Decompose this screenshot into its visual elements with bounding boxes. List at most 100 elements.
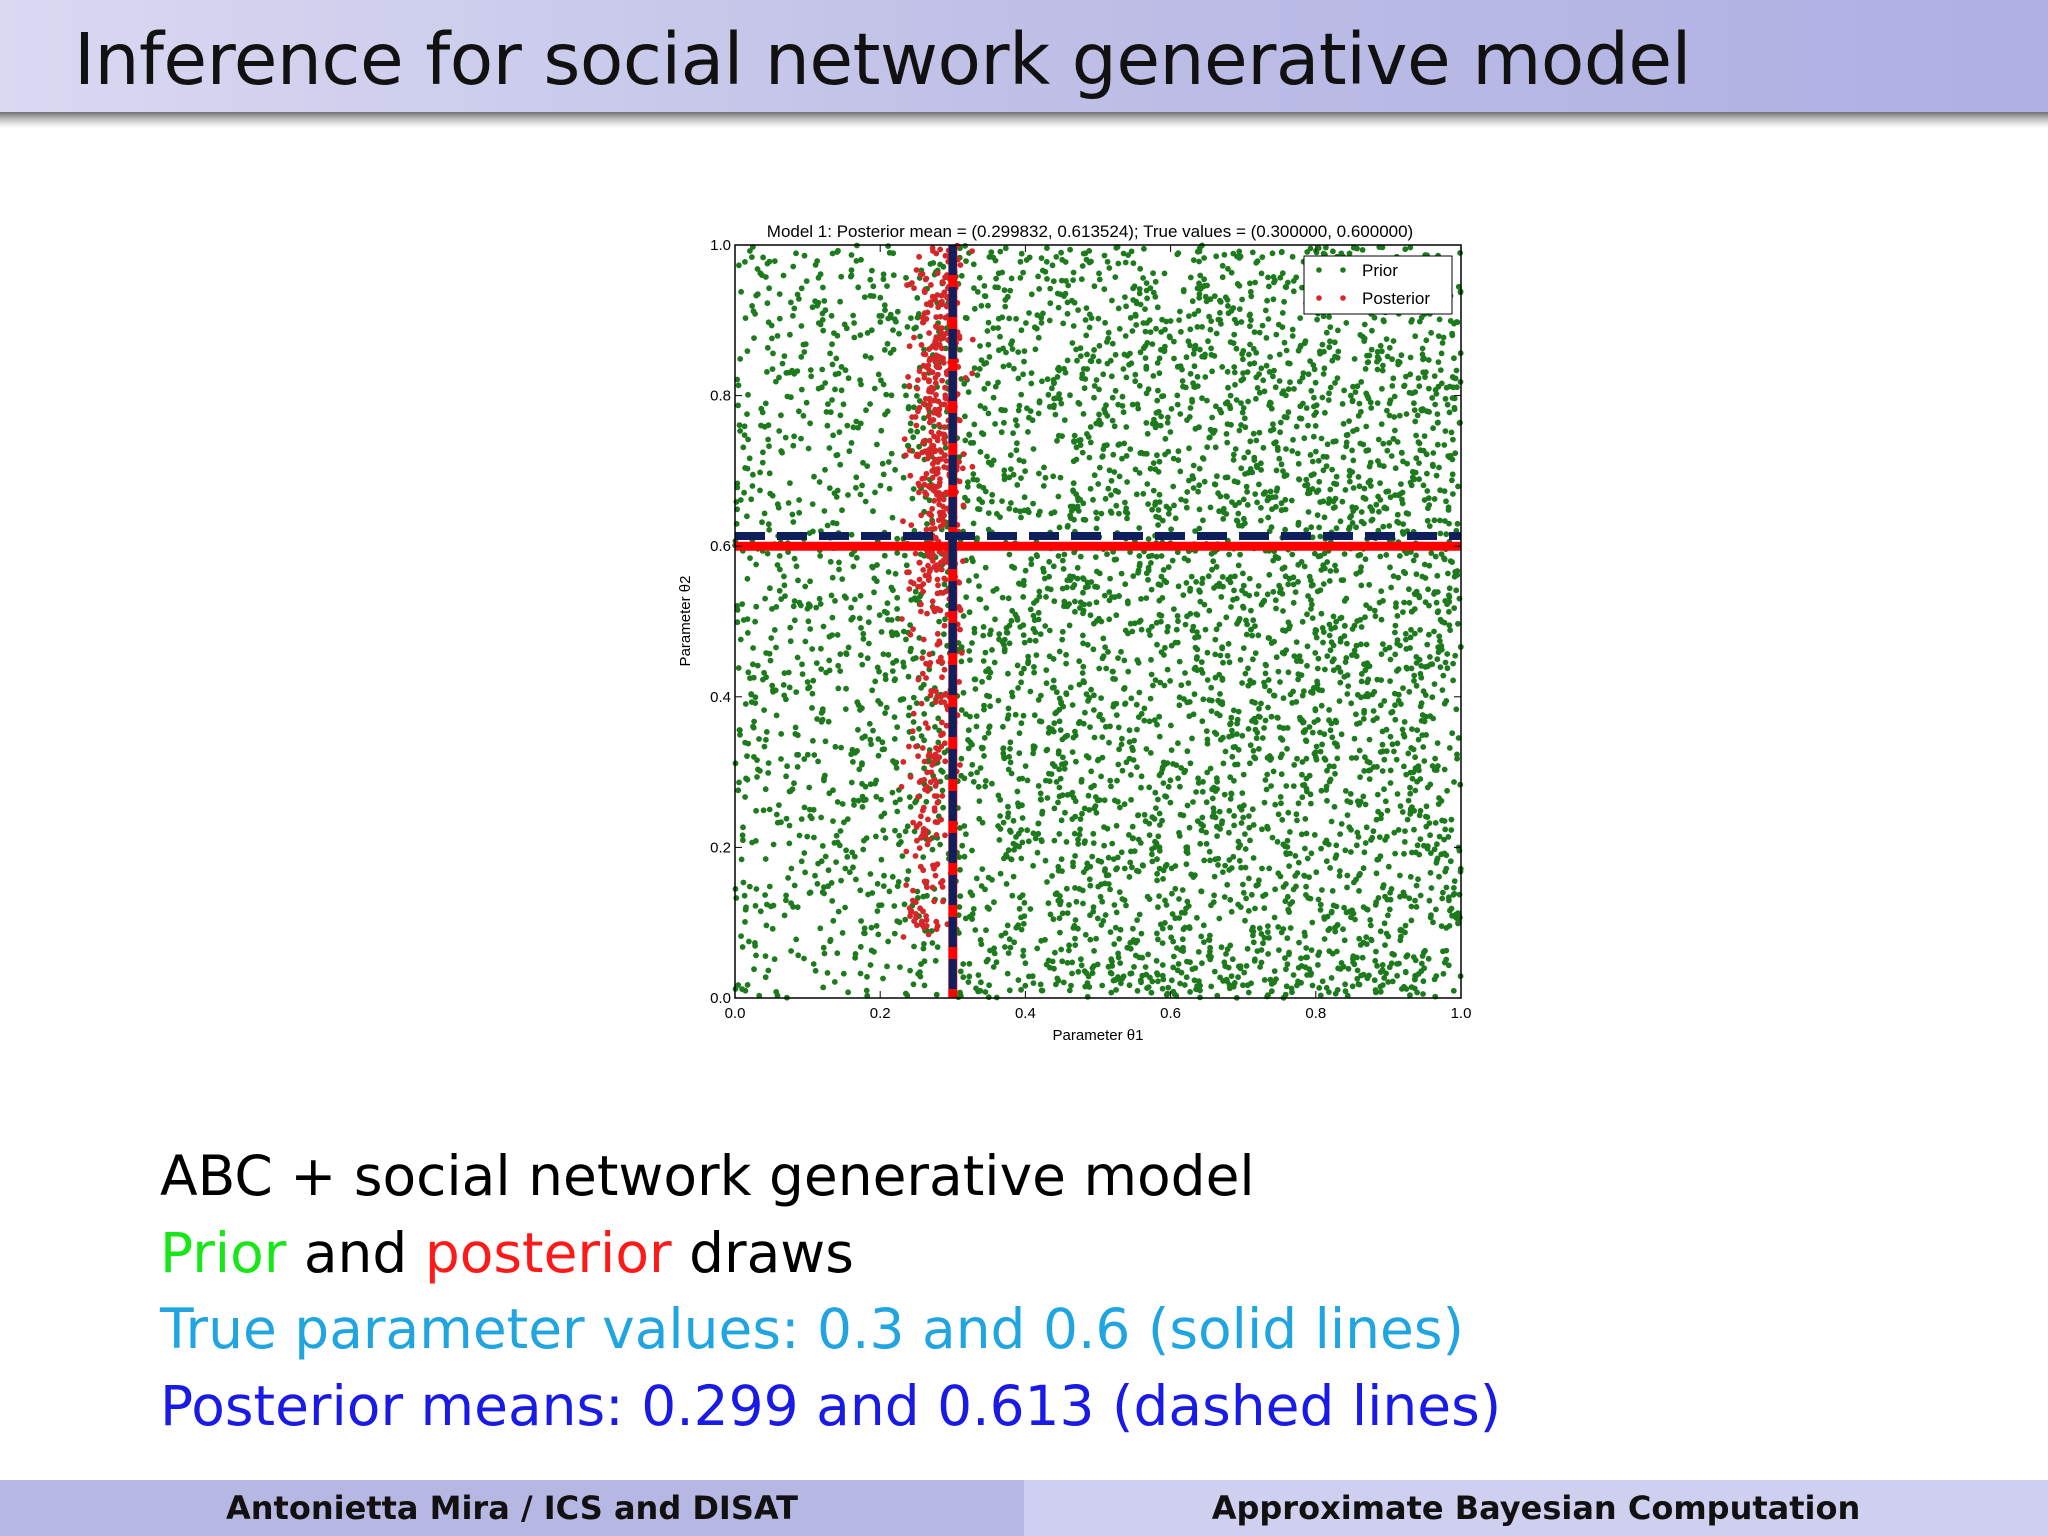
prior-point — [1018, 514, 1024, 521]
prior-point — [1154, 452, 1160, 459]
prior-point — [1409, 775, 1416, 782]
prior-point — [1173, 626, 1180, 633]
prior-point — [1437, 487, 1443, 494]
prior-point — [1371, 607, 1378, 614]
prior-point — [1091, 283, 1098, 290]
prior-point — [1115, 401, 1122, 408]
prior-point — [942, 616, 948, 623]
prior-point — [1278, 771, 1285, 778]
prior-point — [1451, 878, 1458, 884]
prior-point — [1164, 419, 1171, 426]
prior-point — [885, 243, 891, 249]
prior-point — [1412, 469, 1419, 476]
prior-point — [1214, 823, 1220, 830]
prior-point — [1250, 939, 1257, 946]
prior-point — [1416, 383, 1423, 390]
prior-point — [976, 274, 983, 281]
prior-point — [1061, 417, 1068, 423]
prior-point — [997, 813, 1003, 819]
prior-point — [1397, 642, 1403, 649]
prior-point — [833, 832, 840, 839]
prior-point — [1203, 829, 1209, 836]
prior-point — [1078, 778, 1085, 785]
prior-point — [969, 761, 976, 768]
prior-point — [1252, 755, 1259, 762]
prior-point — [1407, 784, 1413, 791]
prior-point — [969, 911, 976, 917]
prior-point — [1054, 290, 1061, 297]
prior-point — [1100, 635, 1107, 642]
prior-point — [1080, 610, 1086, 617]
prior-point — [789, 367, 795, 374]
prior-point — [1001, 855, 1007, 862]
prior-point — [1226, 857, 1233, 863]
prior-point — [1136, 286, 1143, 292]
prior-point — [1046, 558, 1053, 565]
prior-point — [1174, 392, 1181, 399]
prior-point — [1277, 794, 1284, 800]
prior-point — [829, 614, 836, 621]
prior-point — [1070, 573, 1077, 580]
prior-point — [1298, 955, 1304, 962]
prior-point — [1199, 580, 1205, 587]
prior-point — [1144, 893, 1151, 900]
prior-point — [990, 457, 997, 464]
prior-point — [1268, 405, 1275, 412]
prior-point — [852, 596, 858, 603]
prior-point — [976, 583, 982, 589]
prior-point — [1258, 365, 1265, 372]
prior-point — [867, 401, 873, 407]
prior-point — [1071, 299, 1078, 306]
prior-point — [1080, 411, 1087, 417]
prior-point — [1395, 827, 1402, 833]
prior-point — [1399, 986, 1405, 992]
prior-point — [824, 970, 831, 976]
prior-point — [1007, 827, 1013, 834]
prior-point — [1319, 978, 1326, 985]
prior-point — [1028, 291, 1035, 298]
prior-point — [1416, 812, 1423, 819]
prior-point — [1227, 796, 1234, 802]
prior-point — [1016, 402, 1023, 409]
prior-point — [970, 906, 977, 912]
prior-point — [1196, 280, 1202, 287]
prior-point — [1323, 463, 1330, 469]
prior-point — [896, 919, 903, 926]
prior-point — [795, 751, 802, 758]
prior-point — [1354, 975, 1361, 982]
prior-point — [780, 272, 787, 279]
prior-point — [802, 583, 809, 590]
prior-point — [1246, 351, 1252, 358]
prior-point — [784, 763, 790, 770]
prior-point — [1348, 755, 1355, 761]
prior-point — [790, 312, 796, 319]
prior-point — [900, 659, 907, 666]
prior-point — [1097, 893, 1104, 900]
prior-point — [1340, 420, 1347, 427]
prior-point — [1058, 817, 1065, 824]
prior-point — [1325, 397, 1332, 403]
prior-point — [1311, 412, 1318, 418]
prior-point — [1019, 802, 1025, 809]
prior-point — [1239, 680, 1245, 686]
prior-point — [1323, 984, 1330, 991]
prior-point — [1072, 917, 1079, 923]
prior-point — [1152, 838, 1158, 845]
prior-point — [1261, 905, 1268, 912]
prior-point — [958, 707, 965, 713]
prior-point — [1337, 679, 1344, 686]
prior-point — [1289, 253, 1296, 260]
prior-point — [1348, 700, 1355, 707]
prior-point — [1304, 643, 1311, 650]
prior-point — [750, 661, 756, 668]
prior-point — [1167, 318, 1174, 324]
prior-point — [1153, 410, 1160, 416]
prior-point — [1276, 378, 1283, 384]
prior-point — [1174, 613, 1181, 619]
prior-point — [1308, 947, 1315, 953]
prior-point — [770, 841, 777, 848]
prior-point — [1267, 488, 1274, 495]
prior-point — [1009, 346, 1016, 352]
prior-point — [1108, 477, 1115, 484]
prior-point — [978, 883, 985, 889]
